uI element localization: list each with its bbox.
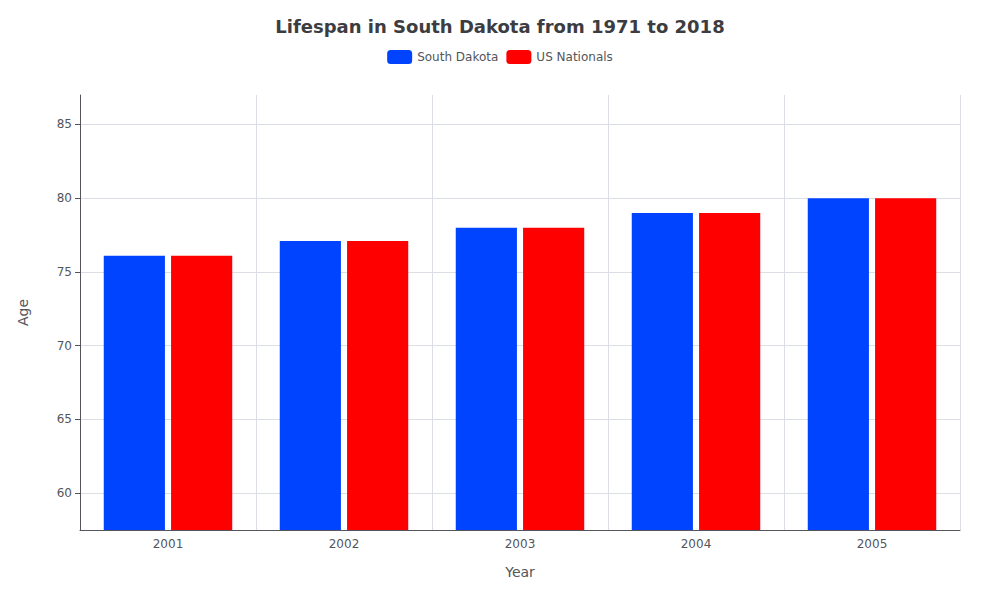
svg-text:2002: 2002 bbox=[329, 537, 360, 551]
svg-text:Lifespan in South Dakota from: Lifespan in South Dakota from 1971 to 20… bbox=[275, 16, 724, 37]
svg-text:2001: 2001 bbox=[153, 537, 184, 551]
svg-text:75: 75 bbox=[57, 265, 72, 279]
svg-text:60: 60 bbox=[57, 486, 72, 500]
svg-text:South Dakota: South Dakota bbox=[417, 50, 498, 64]
svg-text:Age: Age bbox=[15, 299, 31, 326]
svg-text:70: 70 bbox=[57, 339, 72, 353]
svg-text:US Nationals: US Nationals bbox=[536, 50, 612, 64]
svg-text:2003: 2003 bbox=[505, 537, 536, 551]
svg-text:2005: 2005 bbox=[857, 537, 888, 551]
svg-text:Year: Year bbox=[504, 564, 535, 580]
svg-text:80: 80 bbox=[57, 191, 72, 205]
svg-text:85: 85 bbox=[57, 117, 72, 131]
svg-text:65: 65 bbox=[57, 412, 72, 426]
svg-text:2004: 2004 bbox=[681, 537, 712, 551]
